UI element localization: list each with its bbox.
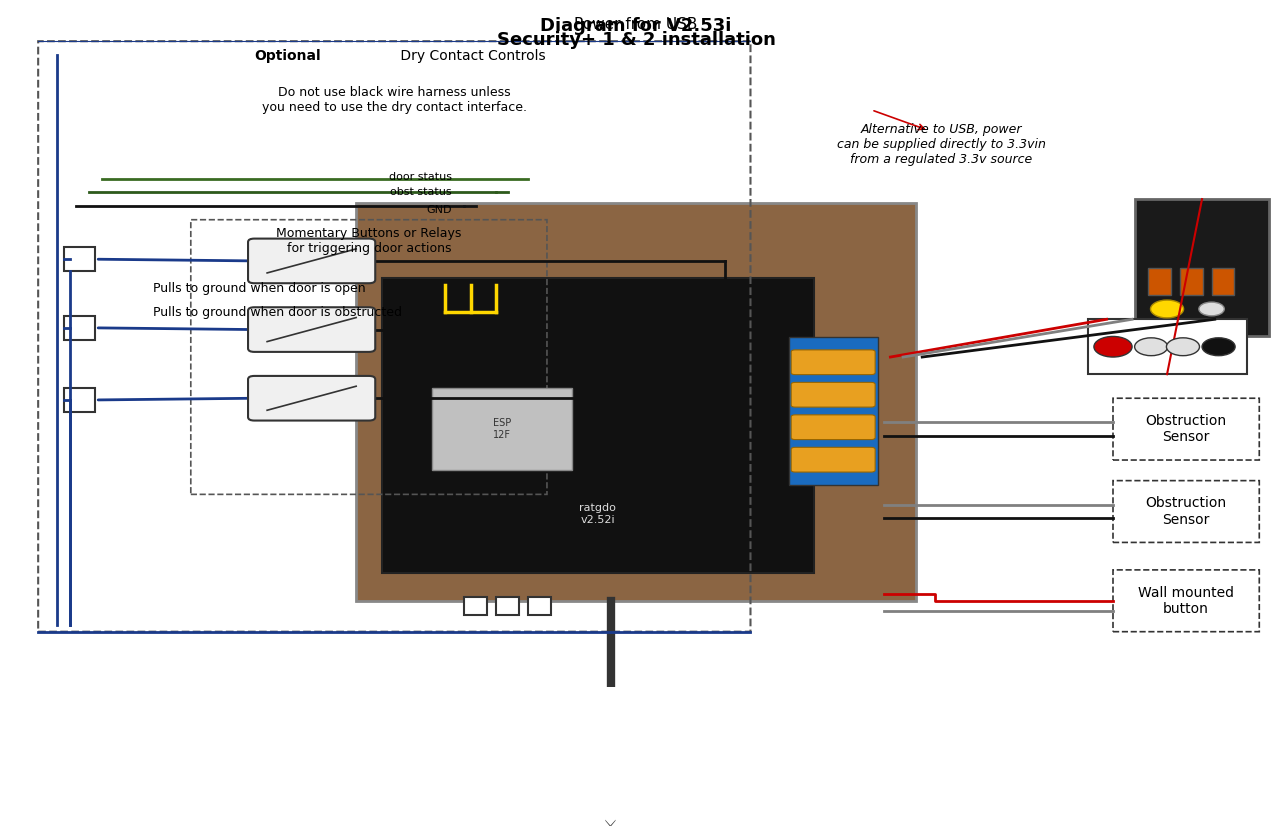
Bar [1211, 268, 1234, 295]
Text: Pulls to ground when door is open: Pulls to ground when door is open [153, 282, 365, 295]
FancyBboxPatch shape [791, 415, 875, 439]
Text: GND: GND [426, 205, 452, 215]
Text: Diagram for V2.53i: Diagram for V2.53i [541, 17, 731, 36]
Bar [1088, 320, 1247, 374]
Text: Alternative to USB, power
can be supplied directly to 3.3vin
from a regulated 3.: Alternative to USB, power can be supplie… [837, 123, 1046, 166]
Bar [1136, 199, 1269, 336]
Text: Do not use black wire harness unless
you need to use the dry contact interface.: Do not use black wire harness unless you… [262, 86, 527, 114]
Bar [1180, 268, 1203, 295]
FancyBboxPatch shape [248, 376, 375, 420]
Text: Obstruction
Sensor: Obstruction Sensor [1146, 496, 1226, 527]
FancyBboxPatch shape [791, 350, 875, 375]
Text: Pulls to ground when door is obstructed: Pulls to ground when door is obstructed [153, 306, 402, 319]
Text: ratgdo
v2.52i: ratgdo v2.52i [580, 504, 616, 525]
Text: Obstruction
Sensor: Obstruction Sensor [1146, 414, 1226, 444]
Text: Optional: Optional [254, 50, 321, 64]
Bar [64, 247, 95, 271]
Circle shape [1135, 338, 1168, 356]
Circle shape [1198, 302, 1224, 316]
Circle shape [1202, 338, 1235, 356]
Bar [64, 316, 95, 339]
Bar [560, 807, 661, 826]
Text: Power from USB: Power from USB [575, 17, 697, 31]
Bar [432, 387, 572, 470]
Text: Security+ 1 & 2 installation: Security+ 1 & 2 installation [496, 31, 776, 49]
Bar [496, 597, 519, 615]
Text: door status: door status [388, 172, 452, 183]
Text: Momentary Buttons or Relays
for triggering door actions: Momentary Buttons or Relays for triggeri… [276, 226, 462, 254]
Bar [356, 202, 916, 601]
Circle shape [1094, 336, 1132, 357]
Text: ESP
12F: ESP 12F [494, 418, 511, 439]
FancyBboxPatch shape [248, 239, 375, 283]
Bar [464, 597, 487, 615]
Text: obst status: obst status [391, 188, 452, 197]
Bar [789, 337, 878, 485]
Text: Wall mounted
button: Wall mounted button [1138, 586, 1234, 616]
Text: ⚔: ⚔ [603, 819, 618, 826]
FancyBboxPatch shape [791, 382, 875, 407]
Text: Dry Contact Controls: Dry Contact Controls [396, 50, 546, 64]
Circle shape [1150, 300, 1184, 318]
FancyBboxPatch shape [248, 307, 375, 352]
Bar [64, 388, 95, 412]
Bar [528, 597, 551, 615]
Circle shape [1166, 338, 1199, 356]
FancyBboxPatch shape [791, 448, 875, 472]
Bar [382, 278, 814, 573]
Bar [1149, 268, 1170, 295]
